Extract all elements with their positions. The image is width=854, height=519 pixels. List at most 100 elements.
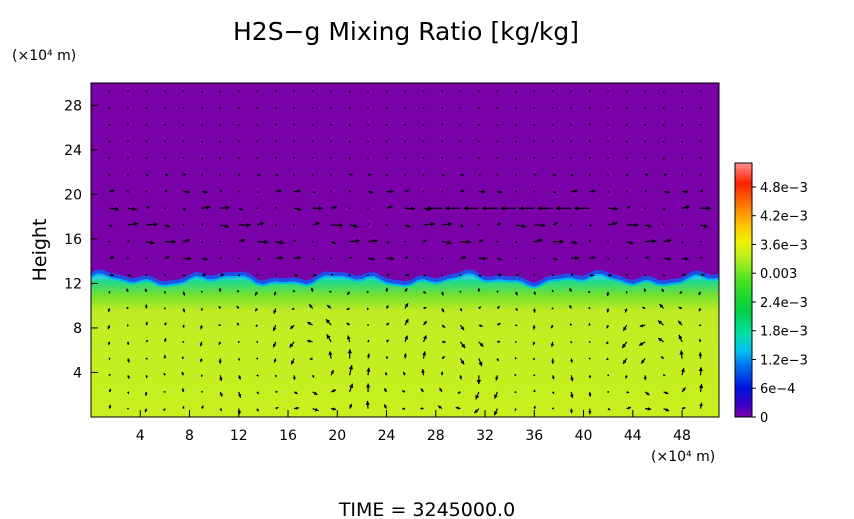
wind-vector xyxy=(533,90,536,93)
wind-vector xyxy=(644,90,647,93)
wind-vector xyxy=(366,367,371,376)
wind-vector xyxy=(386,241,390,245)
wind-vector xyxy=(550,341,554,347)
wind-vector xyxy=(459,157,462,160)
wind-vector xyxy=(182,308,186,313)
wind-vector xyxy=(605,341,609,345)
wind-vector xyxy=(514,107,517,110)
wind-vector xyxy=(514,340,517,343)
wind-vector xyxy=(236,305,240,309)
wind-vector xyxy=(643,288,647,292)
wind-vector xyxy=(699,240,702,243)
wind-vector xyxy=(126,341,130,345)
y-tick-label: 12 xyxy=(64,276,82,292)
wind-vector xyxy=(163,207,166,210)
wind-vector xyxy=(496,140,499,143)
wind-vector xyxy=(349,383,354,393)
wind-vector xyxy=(477,123,480,126)
wind-vector xyxy=(126,306,129,310)
wind-vector xyxy=(459,290,462,293)
wind-vector xyxy=(657,320,664,326)
wind-vector xyxy=(569,287,573,292)
wind-vector xyxy=(144,304,148,309)
wind-vector xyxy=(680,367,685,376)
wind-vector xyxy=(237,340,240,343)
wind-vector xyxy=(292,140,296,143)
wind-vector xyxy=(293,391,298,395)
wind-vector xyxy=(440,371,444,376)
wind-vector xyxy=(109,189,115,193)
wind-vector xyxy=(126,324,130,327)
wind-vector xyxy=(348,90,351,93)
wind-vector xyxy=(607,190,611,194)
wind-vector xyxy=(274,273,278,277)
colorbar-tick-label: 1.8e−3 xyxy=(760,325,808,340)
wind-vector xyxy=(385,305,389,309)
wind-vector xyxy=(533,389,536,393)
wind-vector xyxy=(639,324,646,328)
wind-vector xyxy=(514,157,517,160)
wind-vector xyxy=(476,375,482,385)
wind-vector xyxy=(497,322,501,326)
wind-vector xyxy=(496,90,499,93)
wind-vector xyxy=(145,123,148,126)
wind-vector xyxy=(108,373,111,377)
colorbar-tick-label: 4.8e−3 xyxy=(760,181,808,196)
wind-vector xyxy=(257,173,261,177)
wind-vector xyxy=(460,189,465,193)
wind-vector xyxy=(256,357,259,360)
wind-vector xyxy=(347,349,352,359)
x-tick-label: 28 xyxy=(427,428,445,444)
wind-vector xyxy=(163,274,166,276)
wind-vector xyxy=(348,274,351,276)
wind-vector xyxy=(497,340,501,344)
wind-vector xyxy=(385,173,389,177)
wind-vector xyxy=(534,238,543,243)
wind-vector xyxy=(514,408,517,411)
wind-vector xyxy=(532,325,536,330)
wind-vector xyxy=(441,240,452,245)
wind-vector xyxy=(608,273,612,277)
wind-vector xyxy=(606,308,610,313)
wind-vector xyxy=(367,324,369,327)
wind-vector xyxy=(274,89,277,93)
wind-vector xyxy=(349,223,359,229)
wind-vector xyxy=(126,239,130,243)
wind-vector xyxy=(273,291,277,296)
wind-vector xyxy=(514,240,518,244)
wind-vector xyxy=(515,323,518,327)
wind-vector xyxy=(440,123,443,126)
wind-vector xyxy=(182,107,185,109)
wind-vector xyxy=(625,375,628,379)
wind-vector xyxy=(163,90,166,93)
wind-vector xyxy=(310,287,314,292)
wind-vector xyxy=(514,390,517,394)
wind-vector xyxy=(607,157,610,160)
wind-vector xyxy=(201,205,211,210)
wind-vector xyxy=(330,257,333,260)
wind-vector xyxy=(588,307,591,310)
wind-vector xyxy=(533,374,536,377)
wind-vector xyxy=(698,291,702,296)
wind-vector xyxy=(477,140,480,143)
wind-vector xyxy=(256,391,260,395)
wind-vector xyxy=(420,407,424,410)
wind-vector xyxy=(385,224,388,226)
wind-vector xyxy=(625,190,628,193)
wind-vector xyxy=(699,402,703,409)
wind-vector xyxy=(589,256,596,260)
wind-vector xyxy=(294,189,301,194)
wind-vector xyxy=(272,324,277,332)
wind-vector xyxy=(460,239,471,245)
wind-vector xyxy=(532,308,536,313)
y-tick-label: 24 xyxy=(64,143,82,159)
wind-vector xyxy=(532,357,536,361)
wind-vector xyxy=(200,107,203,110)
wind-vector xyxy=(459,90,462,93)
wind-vector xyxy=(145,375,148,379)
wind-vector xyxy=(404,189,409,193)
wind-vector xyxy=(569,304,573,309)
wind-vector xyxy=(555,206,572,211)
wind-vector xyxy=(680,90,684,93)
wind-vector xyxy=(348,107,351,110)
